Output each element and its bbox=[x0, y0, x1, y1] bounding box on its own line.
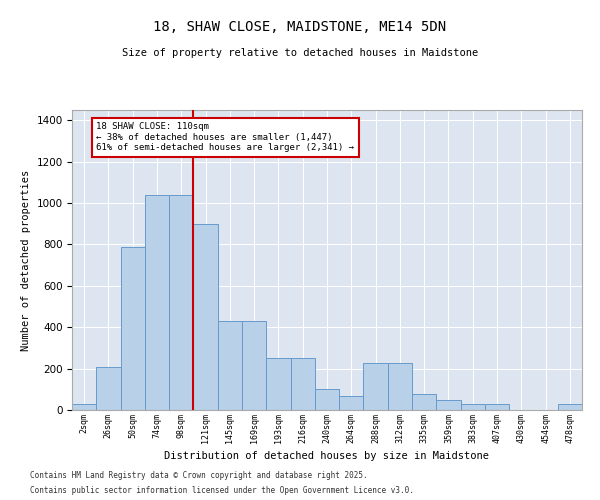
Bar bbox=[290, 358, 315, 410]
Bar bbox=[242, 321, 266, 410]
Bar bbox=[193, 224, 218, 410]
Bar bbox=[169, 195, 193, 410]
Bar bbox=[315, 390, 339, 410]
Text: 18 SHAW CLOSE: 110sqm
← 38% of detached houses are smaller (1,447)
61% of semi-d: 18 SHAW CLOSE: 110sqm ← 38% of detached … bbox=[96, 122, 354, 152]
Bar bbox=[96, 366, 121, 410]
Text: Contains public sector information licensed under the Open Government Licence v3: Contains public sector information licen… bbox=[30, 486, 414, 495]
Bar bbox=[218, 321, 242, 410]
Bar bbox=[72, 404, 96, 410]
Bar bbox=[412, 394, 436, 410]
Bar bbox=[436, 400, 461, 410]
Bar bbox=[266, 358, 290, 410]
Bar bbox=[485, 404, 509, 410]
Bar bbox=[461, 404, 485, 410]
Bar bbox=[364, 364, 388, 410]
Text: Contains HM Land Registry data © Crown copyright and database right 2025.: Contains HM Land Registry data © Crown c… bbox=[30, 471, 368, 480]
Bar bbox=[145, 195, 169, 410]
Bar bbox=[121, 246, 145, 410]
X-axis label: Distribution of detached houses by size in Maidstone: Distribution of detached houses by size … bbox=[164, 451, 490, 461]
Text: 18, SHAW CLOSE, MAIDSTONE, ME14 5DN: 18, SHAW CLOSE, MAIDSTONE, ME14 5DN bbox=[154, 20, 446, 34]
Bar bbox=[558, 404, 582, 410]
Text: Size of property relative to detached houses in Maidstone: Size of property relative to detached ho… bbox=[122, 48, 478, 58]
Y-axis label: Number of detached properties: Number of detached properties bbox=[21, 170, 31, 350]
Bar bbox=[339, 396, 364, 410]
Bar bbox=[388, 364, 412, 410]
